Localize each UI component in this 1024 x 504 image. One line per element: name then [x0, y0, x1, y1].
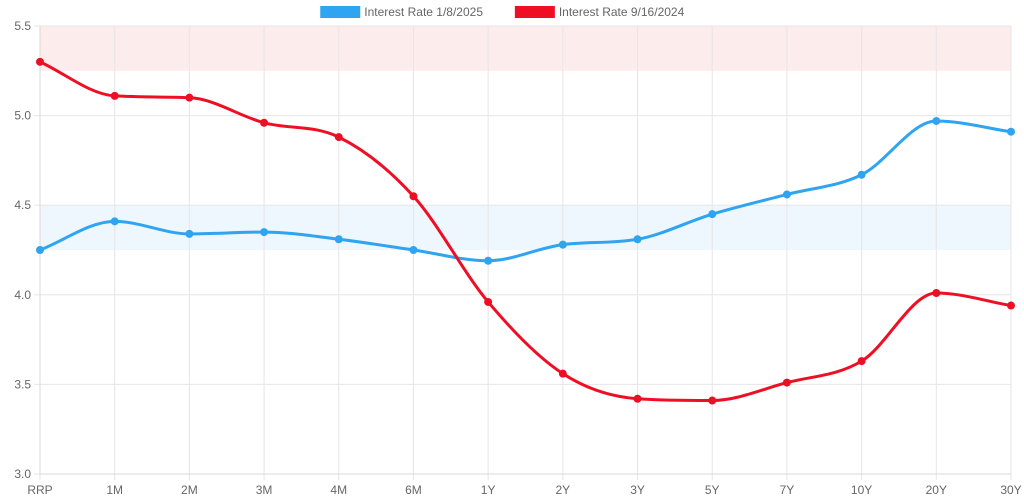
x-tick-label: 7Y: [780, 483, 795, 497]
data-point[interactable]: [334, 235, 343, 244]
data-point[interactable]: [782, 378, 791, 387]
y-tick-label: 5.0: [14, 109, 31, 123]
data-point[interactable]: [409, 246, 418, 254]
legend-label: Interest Rate 9/16/2024: [559, 5, 685, 19]
series-lines: [36, 57, 1015, 405]
data-point[interactable]: [708, 396, 717, 405]
data-point[interactable]: [409, 192, 418, 201]
x-tick-label: 20Y: [926, 483, 947, 497]
x-tick-label: 10Y: [851, 483, 872, 497]
data-point[interactable]: [484, 297, 493, 306]
legend-label: Interest Rate 1/8/2025: [364, 5, 483, 19]
data-point[interactable]: [484, 256, 493, 265]
data-point[interactable]: [708, 210, 717, 219]
data-point[interactable]: [633, 235, 642, 244]
x-tick-label: RRP: [27, 483, 52, 497]
data-point[interactable]: [1007, 127, 1015, 136]
legend-swatch: [514, 6, 555, 18]
data-point[interactable]: [558, 369, 567, 378]
reference-band-0: [40, 26, 1011, 71]
legend-item-0[interactable]: Interest Rate 1/8/2025: [320, 5, 483, 19]
x-tick-label: 5Y: [705, 483, 720, 497]
legend-swatch: [320, 6, 361, 18]
x-tick-label: 4M: [330, 483, 347, 497]
x-tick-label: 3Y: [630, 483, 645, 497]
x-tick-label: 2M: [181, 483, 198, 497]
x-tick-label: 3M: [256, 483, 273, 497]
data-point[interactable]: [260, 228, 269, 237]
data-point[interactable]: [857, 170, 866, 179]
y-tick-label: 3.0: [14, 467, 31, 481]
x-tick-label: 1Y: [481, 483, 496, 497]
axes: 3.0 3.5 4.0 4.5 5.0 5.5 RRP 1M 2M 3M 4M 6M 1Y 2Y 3Y 5Y 7…: [14, 19, 1021, 497]
x-tick-label: 1M: [106, 483, 123, 497]
y-tick-label: 4.5: [14, 198, 31, 212]
reference-bands: [40, 26, 1011, 250]
data-point[interactable]: [334, 133, 343, 142]
data-point[interactable]: [260, 118, 269, 127]
x-tick-label: 2Y: [556, 483, 571, 497]
legend-item-1[interactable]: Interest Rate 9/16/2024: [514, 5, 685, 19]
data-point[interactable]: [36, 57, 44, 66]
y-tick-label: 5.5: [14, 19, 31, 33]
data-point[interactable]: [932, 289, 941, 298]
x-tick-label: 6M: [405, 483, 422, 497]
y-tick-label: 3.5: [14, 377, 31, 391]
data-point[interactable]: [782, 190, 791, 199]
legend[interactable]: Interest Rate 1/8/2025 Interest Rate 9/16…: [320, 5, 685, 19]
grid-lines: [34, 25, 1012, 480]
y-tick-label: 4.0: [14, 288, 31, 302]
data-point[interactable]: [185, 93, 194, 102]
data-point[interactable]: [110, 91, 119, 100]
data-point[interactable]: [857, 357, 866, 366]
series-line-1: [38, 60, 1013, 403]
reference-band-1: [40, 205, 1011, 250]
x-tick-label: 30Y: [1000, 483, 1021, 497]
data-point[interactable]: [558, 240, 567, 249]
data-point[interactable]: [185, 229, 194, 238]
data-point[interactable]: [932, 116, 941, 125]
data-point[interactable]: [1007, 301, 1015, 310]
data-point[interactable]: [633, 394, 642, 403]
data-point[interactable]: [36, 246, 44, 254]
data-point[interactable]: [110, 217, 119, 226]
